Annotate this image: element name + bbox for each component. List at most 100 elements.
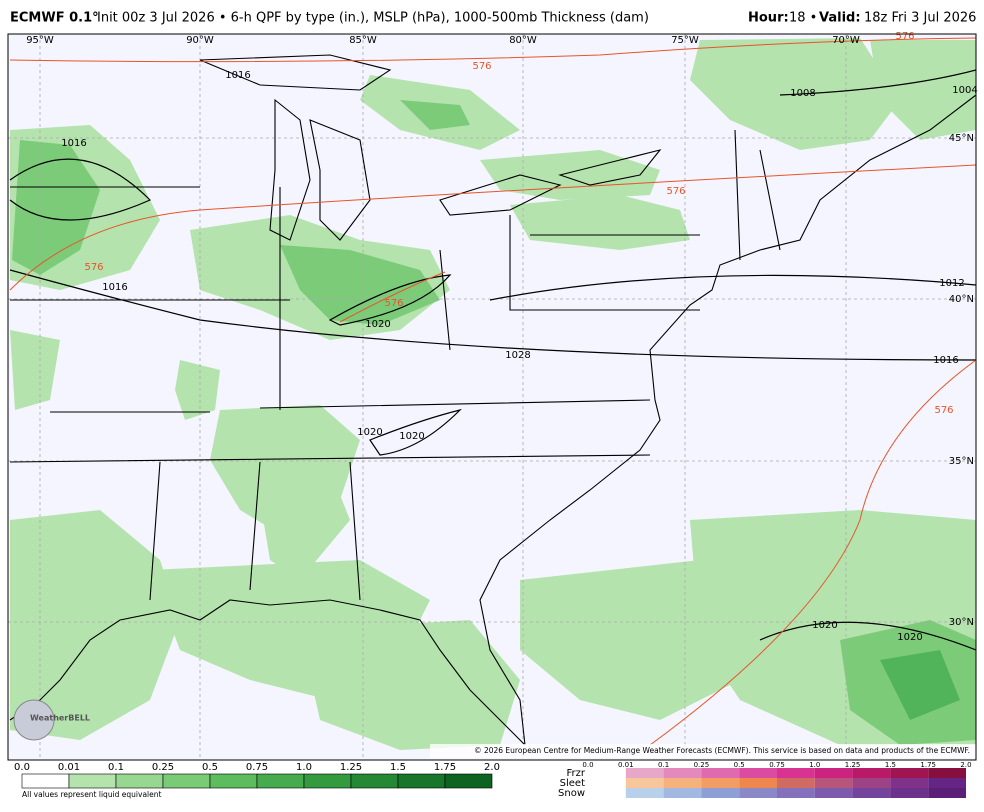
isobar-label: 1020 xyxy=(365,319,390,330)
precip-area xyxy=(400,100,470,130)
isobar-label: 1016 xyxy=(933,355,958,366)
hour-value: 18 • xyxy=(789,11,817,26)
precip-type-label: Snow xyxy=(558,788,585,799)
precip-area xyxy=(175,360,220,420)
longitude-label: 95°W xyxy=(26,35,54,46)
isobar-label: 1020 xyxy=(399,431,424,442)
latitude-label: 30°N xyxy=(949,617,974,628)
logo-globe xyxy=(13,699,55,741)
isobar xyxy=(779,69,976,96)
type-color-box xyxy=(739,788,777,798)
type-scale-label: 1.75 xyxy=(920,761,936,769)
precip-area xyxy=(260,460,350,580)
type-scale-label: 2.0 xyxy=(960,761,971,769)
rain-scale-label: 0.75 xyxy=(246,762,268,773)
type-color-box xyxy=(777,768,815,778)
isobar-label: 1016 xyxy=(102,282,127,293)
valid-value: 18z Fri 3 Jul 2026 xyxy=(864,11,976,26)
thickness-label: 576 xyxy=(384,298,403,309)
rain-scale-label: 1.75 xyxy=(434,762,456,773)
rain-scale-label: 2.0 xyxy=(484,762,500,773)
type-scale-label: 1.0 xyxy=(809,761,820,769)
rain-color-box xyxy=(350,773,399,789)
type-scale-label: 1.25 xyxy=(845,761,861,769)
isobar xyxy=(9,158,152,221)
type-color-box xyxy=(663,768,702,778)
type-color-box xyxy=(777,778,815,788)
type-color-box xyxy=(890,768,929,778)
rain-color-box xyxy=(444,773,493,789)
rain-scale-label: 0.25 xyxy=(152,762,174,773)
rain-color-box xyxy=(303,773,352,789)
type-scale-label: 0.01 xyxy=(618,761,634,769)
type-color-box xyxy=(701,768,740,778)
isobar-label: 1012 xyxy=(939,278,964,289)
boundary-line xyxy=(479,94,976,746)
rain-color-box xyxy=(256,773,305,789)
type-color-box xyxy=(814,788,853,798)
rain-scale-label: 1.25 xyxy=(340,762,362,773)
rain-scale-label: 1.0 xyxy=(296,762,312,773)
boundary-line xyxy=(530,129,781,261)
rain-scale-label: 0.1 xyxy=(108,762,124,773)
type-color-box xyxy=(739,768,777,778)
longitude-label: 90°W xyxy=(186,35,214,46)
precip-area xyxy=(880,650,960,720)
rain-scale-label: 0.5 xyxy=(202,762,218,773)
type-scale-label: 0.0 xyxy=(582,761,593,769)
hour-label: Hour: xyxy=(748,11,789,26)
legend: 0.0 0.01 0.1 0.25 0.5 0.75 1.0 1.25 1.5 1.75 2.0 Al… xyxy=(14,761,972,799)
boundary-line xyxy=(9,186,651,463)
isobar-label: 1008 xyxy=(790,88,815,99)
valid-label: Valid: xyxy=(819,11,861,26)
type-color-box xyxy=(890,788,929,798)
thickness-label: 576 xyxy=(84,262,103,273)
rain-scale-label: 0.01 xyxy=(58,762,80,773)
map-layers xyxy=(8,34,976,760)
type-color-box xyxy=(739,778,777,788)
latitude-label: 45°N xyxy=(949,133,974,144)
precip-type-label: Sleet xyxy=(560,778,585,789)
type-scale-label: 0.25 xyxy=(694,761,710,769)
map-border xyxy=(7,33,977,761)
rain-color-box xyxy=(209,773,258,789)
type-scale-label: 0.1 xyxy=(658,761,669,769)
precip-area xyxy=(10,330,60,410)
type-color-box xyxy=(928,778,966,788)
latitude-label: 35°N xyxy=(949,456,974,467)
legend-note: All values represent liquid equivalent xyxy=(22,790,161,799)
longitude-label: 80°W xyxy=(509,35,537,46)
isobar xyxy=(489,274,976,301)
copyright: © 2026 European Centre for Medium-Range … xyxy=(474,746,970,755)
boundary-line xyxy=(199,54,392,91)
type-color-box xyxy=(852,778,891,788)
thickness-label: 576 xyxy=(472,61,491,72)
type-color-box xyxy=(777,788,815,798)
thickness-label: 576 xyxy=(895,31,914,42)
boundary-line xyxy=(269,98,311,241)
map-description: Init 00z 3 Jul 2026 • 6-h QPF by type (i… xyxy=(97,11,649,26)
thickness-line xyxy=(9,164,976,291)
isobar-label: 1004 xyxy=(952,85,977,96)
isobar xyxy=(328,274,452,326)
type-color-box xyxy=(701,788,740,798)
isobar-label: 1016 xyxy=(225,70,250,81)
type-color-box xyxy=(928,768,966,778)
copyright-bg xyxy=(430,744,976,758)
map-area: 95°W 90°W 85°W 80°W 75°W 70°W 45°N 40°N 35°N 30°N… xyxy=(7,31,978,761)
precip-area xyxy=(300,620,520,750)
isobar-label: 1028 xyxy=(505,350,530,361)
isobar-label: 1020 xyxy=(812,620,837,631)
boundary-line xyxy=(149,187,700,601)
type-color-box xyxy=(852,768,891,778)
latitude-label: 40°N xyxy=(949,294,974,305)
boundary-line xyxy=(558,149,662,186)
rain-color-box xyxy=(21,773,70,789)
rain-color-box xyxy=(397,773,446,789)
isobar-label: 1020 xyxy=(897,632,922,643)
thickness-line xyxy=(339,271,446,323)
precip-area xyxy=(480,150,660,200)
isobar-label: 1020 xyxy=(357,427,382,438)
rain-color-box xyxy=(162,773,211,789)
